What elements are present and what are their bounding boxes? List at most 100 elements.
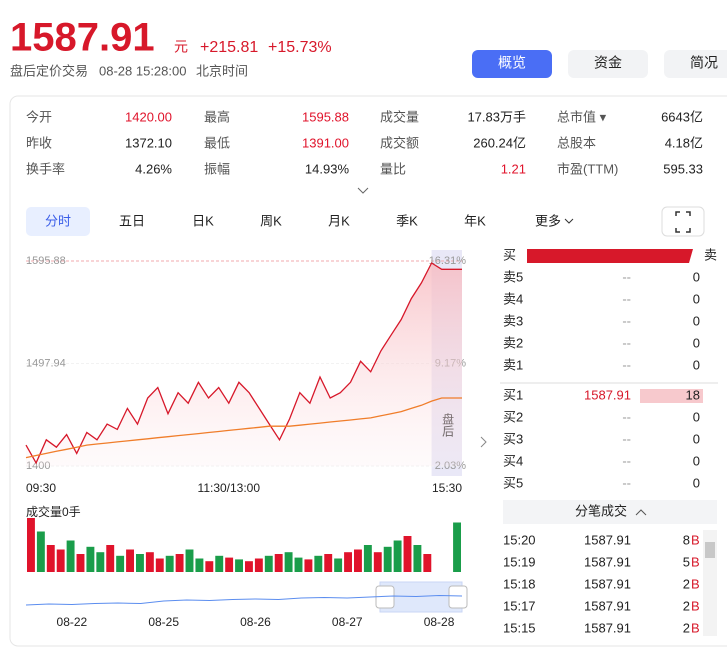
tab[interactable]: 分时 — [45, 213, 71, 228]
trade-price: 1587.91 — [584, 576, 631, 591]
stat-label: 成交额 — [380, 135, 419, 150]
volume-bar — [185, 549, 194, 572]
volume-bar — [116, 555, 125, 572]
collapse-icon — [635, 509, 647, 516]
stat-value: 1595.88 — [302, 109, 349, 124]
fullscreen-icon — [675, 211, 691, 233]
trade-volume: 8 — [683, 532, 690, 547]
trade-volume: 2 — [683, 576, 690, 591]
stat-label: 最低 — [204, 135, 230, 150]
stat-label: 量比 — [380, 161, 406, 176]
change: +215.81 — [200, 39, 258, 56]
stat-value: 4.26% — [135, 161, 172, 176]
trade-volume: 5 — [683, 554, 690, 569]
ask-price: -- — [622, 357, 631, 372]
trades-header[interactable] — [503, 500, 717, 524]
volume-bar — [27, 518, 35, 572]
nav-button[interactable] — [568, 50, 648, 78]
volume-bar — [145, 552, 154, 572]
tab[interactable]: 季K — [396, 213, 418, 228]
trade-price: 1587.91 — [584, 532, 631, 547]
bid-bar — [640, 389, 703, 403]
date-label: 08-22 — [57, 615, 88, 629]
volume-bar — [235, 559, 243, 572]
trade-side: B — [691, 598, 700, 613]
nav-button[interactable] — [472, 50, 552, 78]
volume-bar — [254, 558, 263, 572]
ask-label: 卖5 — [503, 269, 523, 284]
volume-bar — [453, 522, 461, 572]
unit: 元 — [174, 39, 188, 55]
volume-bar — [165, 555, 174, 572]
volume-bar — [66, 540, 75, 572]
volume-bar — [76, 554, 85, 572]
volume-bar — [86, 546, 95, 572]
stat-value: 1391.00 — [302, 135, 349, 150]
price: 1587.91 — [10, 16, 155, 60]
nav-button[interactable] — [664, 50, 727, 78]
trade-time: 15:18 — [503, 576, 536, 591]
volume-bar — [195, 558, 204, 572]
volume-bar — [284, 552, 293, 572]
tab[interactable]: 月K — [328, 213, 350, 228]
trade-time: 15:20 — [503, 532, 536, 547]
stat-label: 换手率 — [26, 161, 65, 176]
bid-price: -- — [622, 431, 631, 446]
volume-bar — [363, 545, 372, 572]
stat-label: 总股本 — [557, 135, 596, 150]
fullscreen-button[interactable] — [661, 206, 705, 237]
tab[interactable]: 日K — [192, 213, 214, 228]
volume-bar — [373, 552, 382, 572]
volume-bar — [274, 554, 283, 572]
stat-label: 最高 — [204, 109, 230, 124]
volume-bar — [175, 554, 184, 572]
stat-value: 4.18亿 — [665, 135, 703, 150]
volume-bar — [56, 549, 65, 572]
trade-time: 15:15 — [503, 620, 536, 635]
stat-value: 1372.10 — [125, 135, 172, 150]
buy-label: 买 — [503, 247, 516, 262]
bid-volume: 0 — [693, 431, 700, 446]
ask-volume: 0 — [693, 357, 700, 372]
volume-bar — [205, 561, 214, 572]
bid-label: 买2 — [503, 409, 523, 424]
nav-label: 简况 — [690, 55, 718, 71]
x-tick-label: 15:30 — [432, 481, 462, 495]
ask-label: 卖3 — [503, 313, 523, 328]
volume-bar — [245, 561, 253, 572]
date-label: 08-25 — [148, 615, 179, 629]
volume-bar — [423, 554, 432, 572]
volume-bar — [36, 531, 45, 572]
stat-label: 昨收 — [26, 135, 52, 150]
tab[interactable]: 更多 — [535, 213, 561, 228]
trade-volume: 2 — [683, 620, 690, 635]
date-label: 08-27 — [332, 615, 363, 629]
expand-icon[interactable] — [357, 187, 369, 194]
stat-label: 总市值 ▾ — [557, 109, 607, 124]
average-line — [25, 397, 462, 459]
scroll-thumb[interactable] — [705, 542, 715, 558]
stat-value: 1420.00 — [125, 109, 172, 124]
volume-bar — [403, 536, 412, 572]
tab-active[interactable] — [26, 207, 90, 236]
x-tick-label: 11:30/13:00 — [198, 481, 261, 495]
stat-value: 17.83万手 — [467, 109, 526, 124]
bid-price: 1587.91 — [584, 387, 631, 402]
volume-bar — [96, 552, 105, 572]
tab[interactable]: 周K — [260, 213, 282, 228]
trades-title: 分笔成交 — [575, 503, 627, 518]
navigator-handle[interactable] — [448, 585, 468, 609]
tab[interactable]: 五日 — [119, 213, 145, 228]
tab[interactable]: 年K — [464, 213, 486, 228]
arrow[interactable] — [480, 436, 487, 448]
bid-label: 买3 — [503, 431, 523, 446]
volume-bar — [344, 552, 352, 572]
sell-label: 卖 — [704, 247, 717, 262]
trade-time: 15:17 — [503, 598, 536, 613]
volume-bar — [354, 549, 362, 572]
volume-bar — [383, 546, 392, 572]
change-pct: +15.73% — [268, 39, 332, 56]
trade-time: 15:19 — [503, 554, 536, 569]
